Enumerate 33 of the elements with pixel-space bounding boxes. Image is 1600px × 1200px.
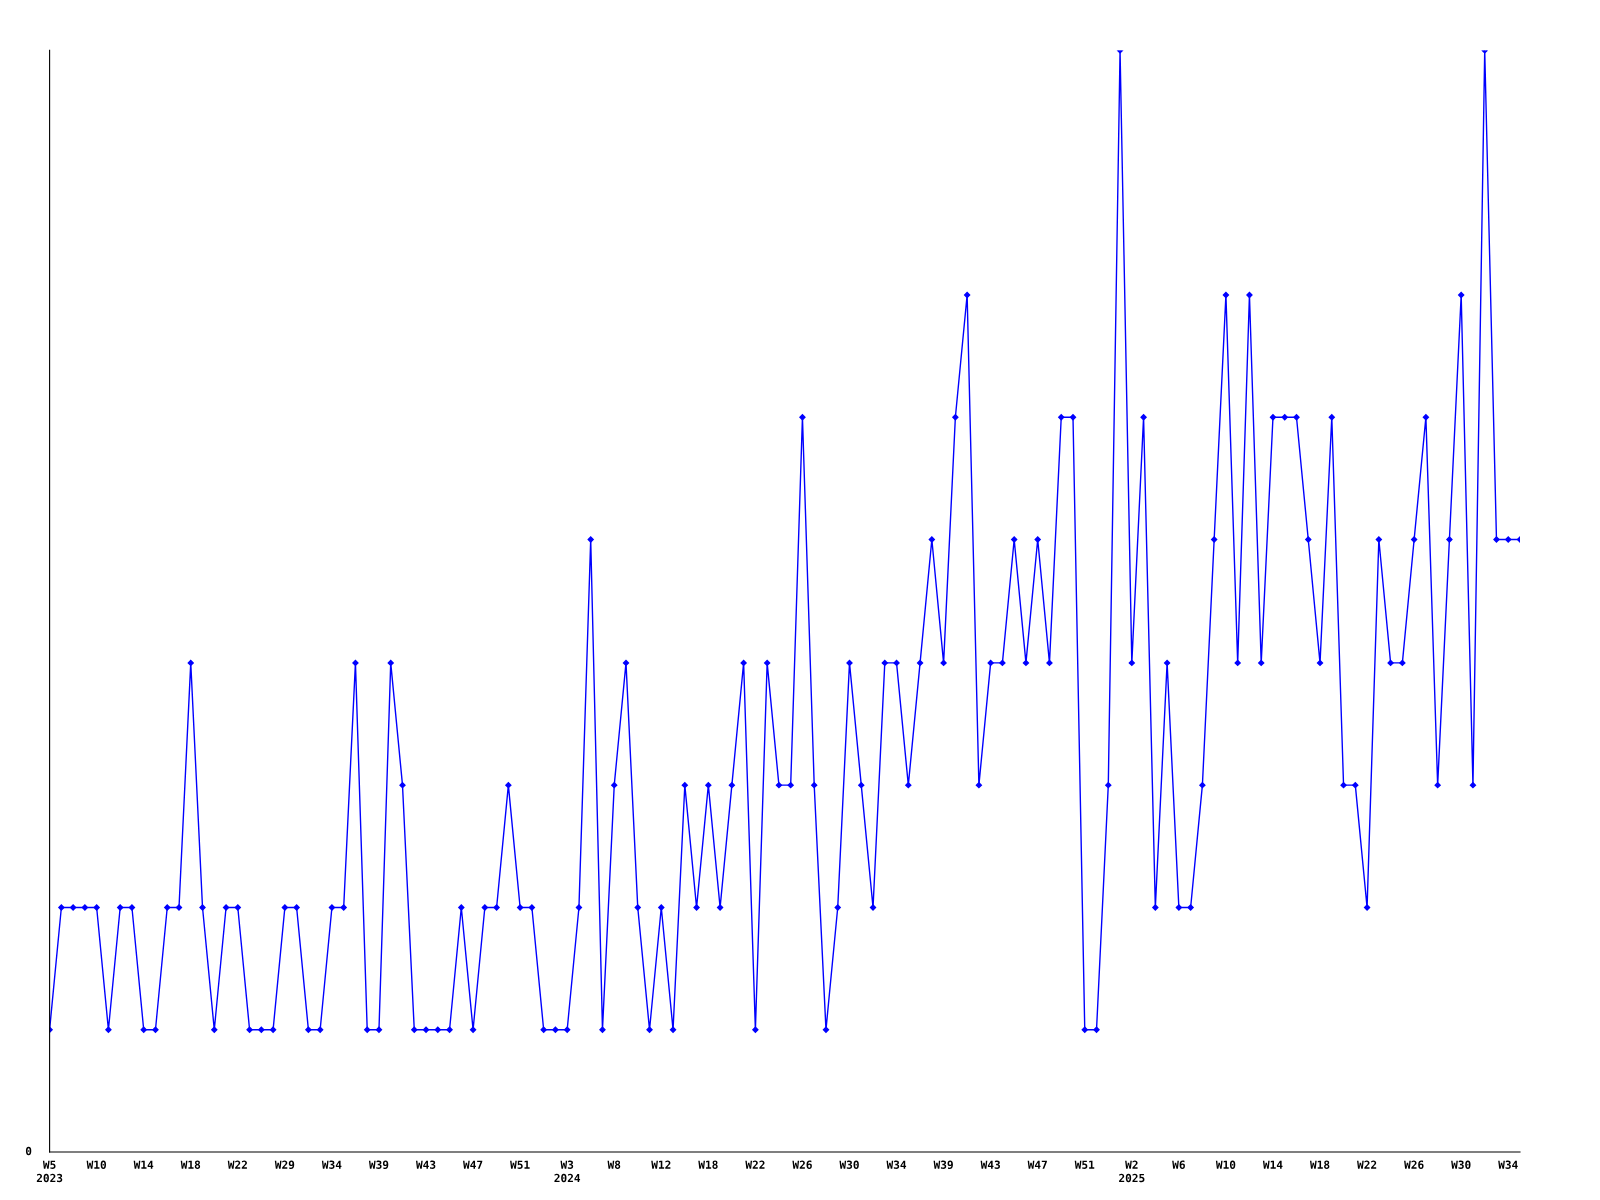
x-tick-label: W8 bbox=[607, 1160, 621, 1169]
x-tick-label: W22 bbox=[1357, 1160, 1377, 1169]
x-tick-label: W39 bbox=[933, 1160, 953, 1169]
x-tick-label: W51 bbox=[510, 1160, 530, 1169]
text: 0 bbox=[25, 1146, 32, 1156]
x-tick-label: W39 bbox=[368, 1160, 389, 1169]
x-tick-label: W22 bbox=[745, 1160, 765, 1169]
x-tick-label: W18 bbox=[698, 1160, 718, 1169]
x-tick-label: W47 bbox=[463, 1160, 483, 1169]
x-tick-label: W5 2023 bbox=[36, 1160, 63, 1183]
x-tick-label: W18 bbox=[1309, 1160, 1330, 1169]
x-tick-label: W34 bbox=[321, 1160, 342, 1169]
x-tick-label: W29 bbox=[274, 1160, 295, 1169]
x-tick-label: W34 bbox=[1498, 1160, 1518, 1169]
x-tick-label: W43 bbox=[415, 1160, 436, 1169]
x-tick-label: W18 bbox=[180, 1160, 201, 1169]
x-tick-label: W10 bbox=[1215, 1160, 1236, 1169]
x-tick-label: W30 bbox=[1451, 1160, 1471, 1169]
x-tick-label: W6 bbox=[1172, 1160, 1185, 1169]
x-tick-label: W51 bbox=[1074, 1160, 1095, 1169]
x-tick-label: W34 bbox=[886, 1160, 907, 1169]
x-tick-label: W26 bbox=[1404, 1160, 1424, 1169]
x-tick-label: W47 bbox=[1027, 1160, 1047, 1169]
x-tick-label: W14 bbox=[133, 1160, 154, 1169]
x-tick-label: W12 bbox=[651, 1160, 671, 1169]
x-tick-label: W30 bbox=[839, 1160, 859, 1169]
x-tick-label: W22 bbox=[227, 1160, 247, 1169]
x-tick-label: W43 bbox=[980, 1160, 1000, 1169]
x-tick-label: W10 bbox=[86, 1160, 107, 1169]
x-tick-label: W26 bbox=[792, 1160, 812, 1169]
x-tick-label: W3 2024 bbox=[554, 1160, 581, 1183]
x-tick-label: W14 bbox=[1262, 1160, 1283, 1169]
x-tick-label: W2 2025 bbox=[1119, 1160, 1145, 1183]
